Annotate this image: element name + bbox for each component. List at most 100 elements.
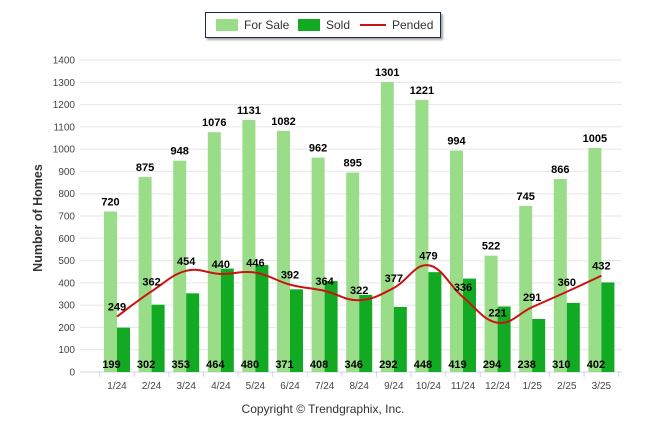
x-tick-label: 12/24 [485,381,510,392]
data-label-sold: 346 [345,359,363,371]
legend-item-sold[interactable]: Sold [298,13,350,37]
bar-for-sale [519,205,533,372]
bar-for-sale [588,148,602,372]
copyright-credit: Copyright © Trendgraphix, Inc. [241,402,405,416]
bar-for-sale [242,119,256,372]
data-label-for-sale: 948 [171,146,189,158]
y-tick-label: 1100 [53,122,75,133]
y-tick-label: 700 [58,212,75,223]
data-label-sold: 480 [241,359,259,371]
data-label-for-sale: 522 [482,241,500,253]
data-label-for-sale: 1301 [375,67,399,79]
bar-sold [290,289,303,372]
bar-sold [151,304,165,372]
x-tick-label: 11/24 [451,381,476,392]
y-tick-label: 600 [58,234,75,245]
data-label-pended: 377 [385,273,403,285]
y-tick-label: 1400 [53,56,76,67]
data-label-for-sale: 895 [344,158,362,170]
data-label-for-sale: 1005 [583,133,607,145]
bar-for-sale [484,255,498,372]
data-label-pended: 291 [523,292,541,304]
data-label-pended: 364 [315,276,334,288]
x-tick-label: 9/24 [384,381,404,392]
x-tick-label: 10/24 [416,381,441,392]
data-label-pended: 322 [350,285,368,297]
y-tick-label: 500 [58,256,75,267]
data-label-for-sale: 866 [551,164,569,176]
y-tick-label: 1200 [53,100,76,111]
y-tick-label: 100 [58,345,75,356]
data-label-sold: 238 [518,359,536,371]
y-tick-label: 1000 [53,145,76,156]
data-labels: 720 199 875 302 948 353 1076 464 1131 480 1082 371 9… [101,67,610,371]
legend-swatch-sold [298,19,320,31]
bar-for-sale [207,132,221,372]
data-label-for-sale: 875 [136,162,154,174]
data-label-for-sale: 994 [447,135,466,147]
bar-sold [359,294,373,372]
data-label-pended: 336 [454,282,472,294]
pended-line-layer [116,264,602,324]
bar-for-sale [173,160,187,372]
bar-sold [566,302,580,372]
bar-sold [220,268,234,372]
data-label-for-sale: 1076 [202,117,226,129]
x-tick-label: 8/24 [349,381,369,392]
x-tick-label: 4/24 [211,381,231,392]
data-label-pended: 440 [212,259,230,271]
data-label-sold: 419 [448,359,466,371]
bar-sold [324,281,338,372]
data-label-for-sale: 745 [517,191,535,203]
bar-sold [601,282,615,372]
data-label-pended: 446 [246,258,264,270]
data-label-for-sale: 720 [101,197,119,209]
bar-sold [428,272,442,372]
bar-for-sale [277,130,290,372]
data-label-pended: 249 [108,302,126,314]
bar-sold [532,318,546,372]
data-label-pended: 479 [419,250,437,262]
legend-label-pended: Pended [392,18,434,32]
y-axis-title: Number of Homes [31,164,45,272]
pended-line [116,264,602,324]
bar-for-sale [553,179,567,372]
bar-for-sale [104,211,117,372]
data-label-pended: 432 [592,261,610,273]
data-label-pended: 392 [281,270,299,282]
x-tick-label: 7/24 [315,381,335,392]
data-label-sold: 448 [414,359,432,371]
x-tick-label: 1/25 [522,381,542,392]
data-label-for-sale: 1082 [271,116,295,128]
data-label-sold: 402 [587,359,605,371]
data-label-sold: 199 [102,359,120,371]
bar-sold [117,327,130,372]
data-label-for-sale: 1131 [237,105,261,117]
x-axis-ticks: 1/24 2/24 3/24 4/24 5/24 6/24 7/24 8/24 9/24 10/2… [99,372,620,392]
data-label-sold: 292 [379,359,397,371]
x-tick-label: 5/24 [246,381,266,392]
y-tick-label: 900 [58,167,75,178]
data-label-pended: 362 [142,276,160,288]
data-label-sold: 353 [172,359,190,371]
x-tick-label: 3/24 [176,381,196,392]
x-tick-label: 2/24 [142,381,162,392]
bar-sold [186,293,200,372]
y-tick-label: 1300 [53,78,76,89]
bar-sold [393,306,407,372]
legend-item-for-sale[interactable]: For Sale [216,13,289,37]
x-tick-label: 2/25 [557,381,577,392]
x-tick-label: 1/24 [107,381,127,392]
data-label-pended: 454 [177,256,196,268]
data-label-sold: 302 [137,359,155,371]
bar-sold [463,278,476,372]
y-tick-label: 300 [58,301,75,312]
data-label-for-sale: 962 [309,143,327,155]
bar-for-sale [380,82,394,372]
y-tick-label: 200 [58,323,75,334]
legend-label-sold: Sold [326,18,351,32]
x-tick-label: 6/24 [280,381,300,392]
legend-item-pended[interactable]: Pended [360,13,433,37]
y-tick-label: 400 [58,278,75,289]
